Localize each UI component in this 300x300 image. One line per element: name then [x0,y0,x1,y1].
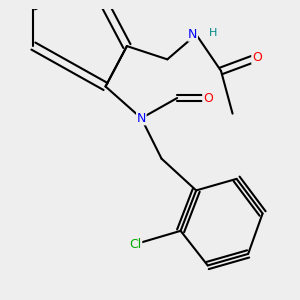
Text: O: O [203,92,213,104]
Text: H: H [209,28,217,38]
Text: O: O [252,51,262,64]
Text: Cl: Cl [129,238,142,250]
Text: N: N [188,28,197,41]
Text: N: N [137,112,146,125]
